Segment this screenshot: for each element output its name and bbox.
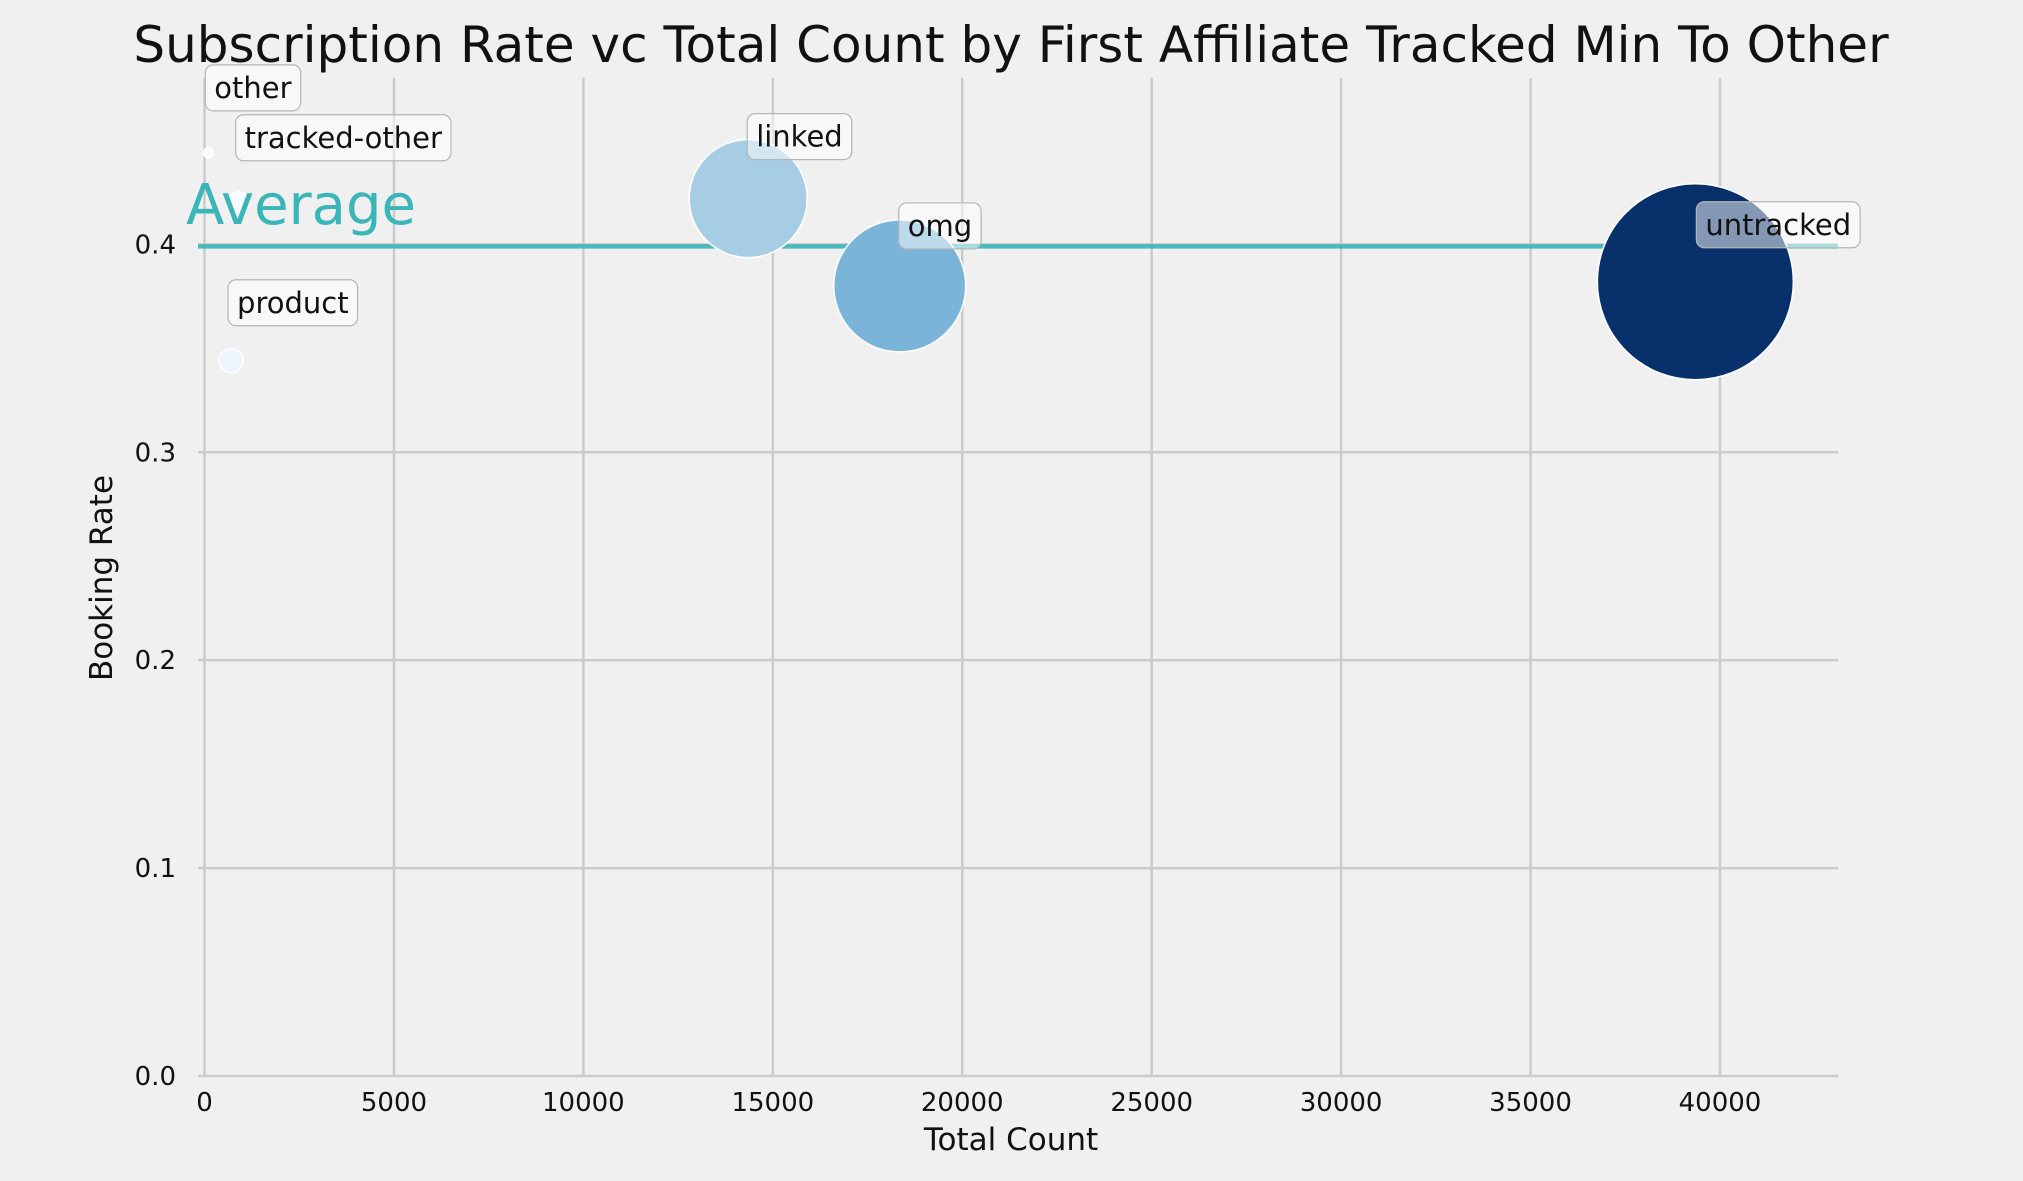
y-tick-label: 0.3: [135, 438, 176, 468]
bubble-label-product: product: [227, 279, 359, 327]
bubble-other: [202, 147, 215, 159]
bubble-label-box: [746, 112, 853, 161]
x-tick-label: 20000: [921, 1088, 1004, 1118]
bubble-label-text: omg: [908, 209, 972, 243]
chart-title: Subscription Rate vc Total Count by Firs…: [133, 16, 1889, 74]
y-tick-label: 0.4: [135, 230, 176, 260]
bubble-labels: other tracked-other product linked omg untrac…: [204, 64, 1861, 327]
x-tick-label: 15000: [731, 1088, 814, 1118]
bubble-label-tracked-other: tracked-other: [235, 114, 452, 162]
bubble-label-box: [898, 202, 982, 250]
bubble-label-untracked: untracked: [1695, 201, 1861, 249]
bubble-label-box: [204, 64, 302, 112]
bubble-label-box: [1695, 201, 1861, 249]
y-tick-label: 0.0: [135, 1062, 176, 1092]
average-label-group: Average: [186, 173, 416, 238]
x-tick-label: 25000: [1110, 1088, 1193, 1118]
bubble-label-text: linked: [756, 120, 843, 154]
x-tick-label: 30000: [1300, 1088, 1383, 1118]
bubble-label-text: tracked-other: [245, 121, 442, 155]
y-tick-label: 0.2: [135, 646, 176, 676]
bubble-label-text: untracked: [1705, 208, 1851, 242]
x-axis-label: Total Count: [923, 1122, 1098, 1158]
bubble-label-box: [227, 279, 359, 327]
y-axis-label: Booking Rate: [84, 475, 120, 681]
tick-labels: 0 5000 10000 15000 20000 25000 30000 35000 40000…: [135, 230, 1762, 1118]
y-tick-label: 0.1: [135, 854, 176, 884]
bubble-label-text: product: [237, 286, 349, 320]
x-tick-label: 40000: [1679, 1088, 1762, 1118]
bubble-product: [218, 348, 244, 374]
x-tick-label: 0: [196, 1088, 213, 1118]
bubble-label-text: other: [214, 71, 291, 105]
x-tick-label: 35000: [1489, 1088, 1572, 1118]
x-tick-label: 10000: [542, 1088, 625, 1118]
x-tick-label: 5000: [361, 1088, 427, 1118]
grid: [198, 78, 1838, 1078]
bubbles: [202, 138, 1795, 381]
bubble-label-other: other: [204, 64, 302, 112]
bubble-tracked-other: [226, 191, 251, 215]
bubble-label-linked: linked: [746, 112, 853, 161]
average-label: Average: [186, 173, 416, 238]
bubble-label-box: [235, 114, 452, 162]
bubble-label-omg: omg: [898, 202, 982, 250]
